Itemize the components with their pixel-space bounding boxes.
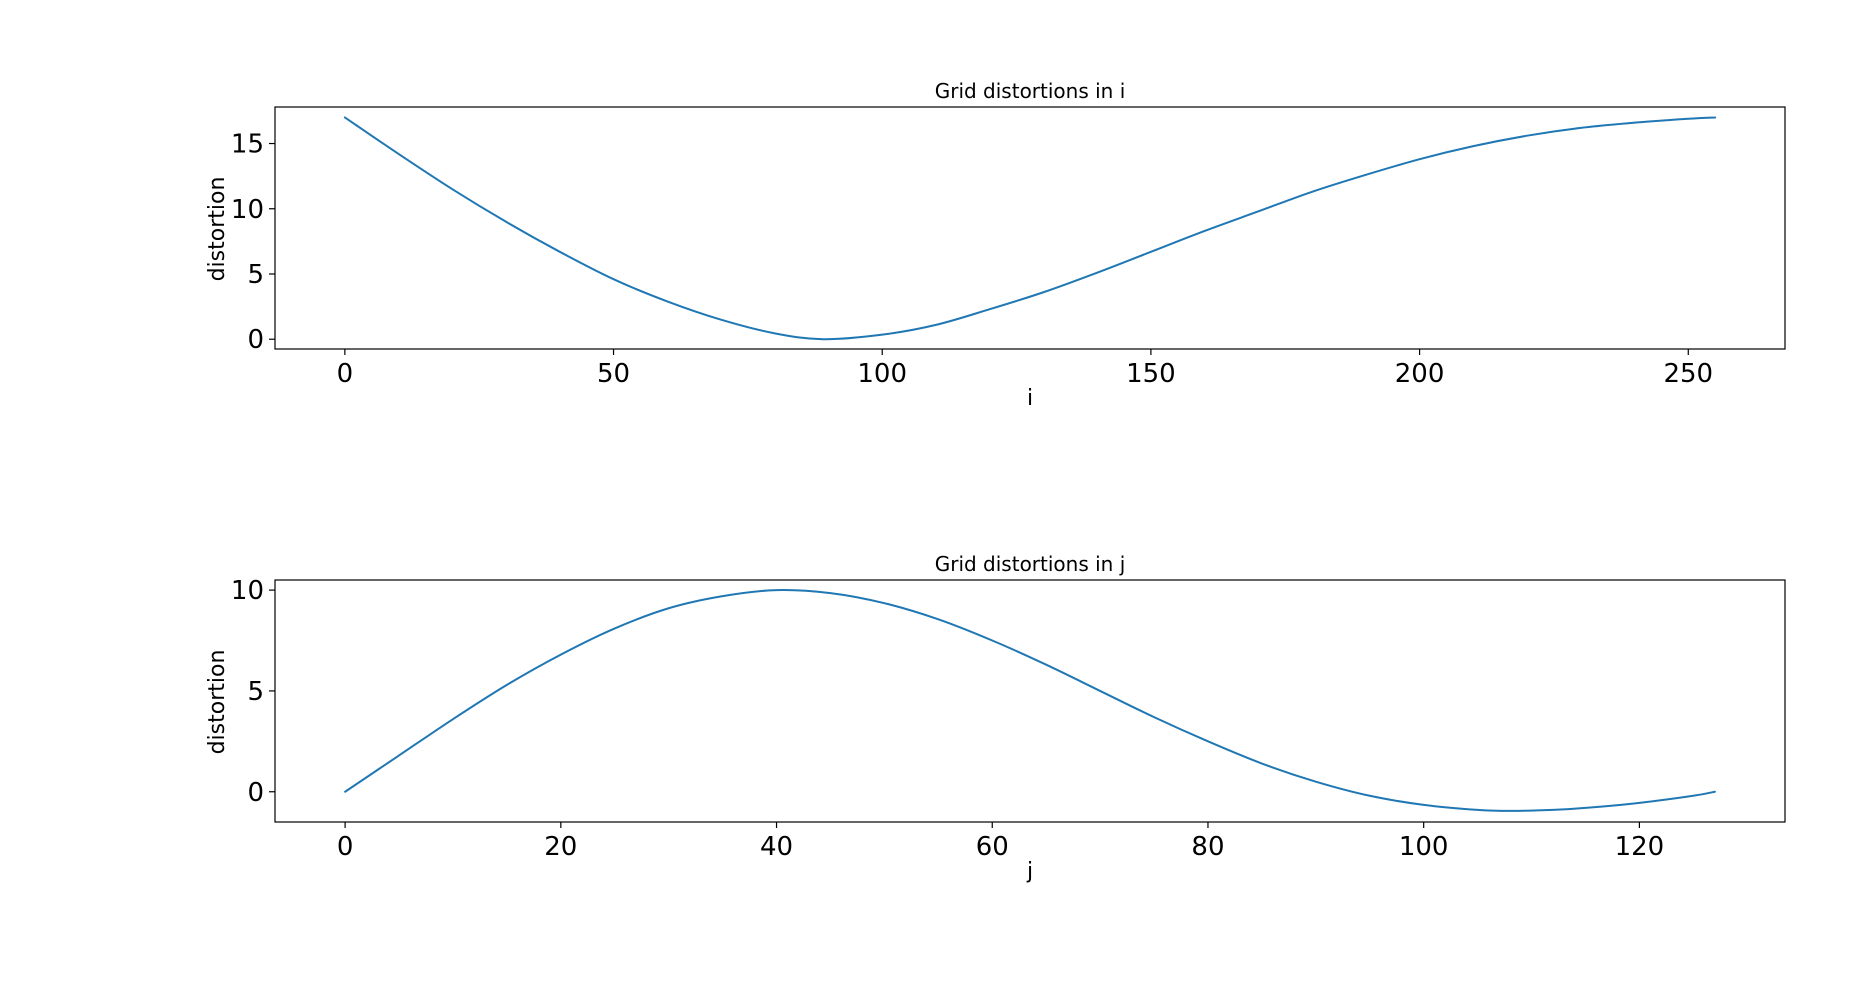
x-tick-label: 0: [337, 832, 354, 862]
x-tick-label: 150: [1126, 359, 1176, 389]
y-tick-label: 15: [231, 130, 264, 160]
subplot-grid-distortions-j: Grid distortions in j j distortion 0 20 40…: [205, 552, 1786, 884]
y-tick-label: 10: [231, 195, 264, 225]
x-tick-label: 50: [597, 359, 630, 389]
axes-frame: [274, 579, 1786, 823]
x-tick-label: 20: [544, 832, 577, 862]
x-tick-label: 0: [337, 359, 354, 389]
y-axis-label: distortion: [205, 177, 230, 282]
x-tick-label: 200: [1395, 359, 1445, 389]
x-axis-label: i: [1027, 386, 1033, 411]
x-tick-label: 40: [760, 832, 793, 862]
chart-title: Grid distortions in j: [935, 552, 1126, 576]
y-ticks: 0 5 10 15: [231, 130, 275, 355]
axes-frame: [274, 106, 1786, 350]
y-tick-label: 0: [247, 778, 264, 808]
x-tick-label: 120: [1615, 832, 1665, 862]
y-tick-label: 10: [231, 576, 264, 606]
y-axis-label: distortion: [205, 650, 230, 755]
x-ticks: 0 20 40 60 80 100 120: [337, 822, 1664, 862]
subplot-grid-distortions-i: Grid distortions in i i distortion 0 50 10…: [205, 79, 1786, 411]
x-axis-label: j: [1026, 859, 1033, 884]
y-tick-label: 5: [247, 677, 264, 707]
x-tick-label: 250: [1663, 359, 1713, 389]
series-line: [343, 116, 1717, 341]
chart-title: Grid distortions in i: [935, 79, 1126, 103]
x-tick-label: 100: [857, 359, 907, 389]
y-tick-label: 0: [247, 325, 264, 355]
y-ticks: 0 5 10: [231, 576, 275, 808]
y-tick-label: 5: [247, 260, 264, 290]
series-line: [344, 588, 1716, 812]
x-ticks: 0 50 100 150 200 250: [337, 349, 1713, 389]
x-tick-label: 100: [1399, 832, 1449, 862]
x-tick-label: 60: [976, 832, 1009, 862]
x-tick-label: 80: [1191, 832, 1224, 862]
